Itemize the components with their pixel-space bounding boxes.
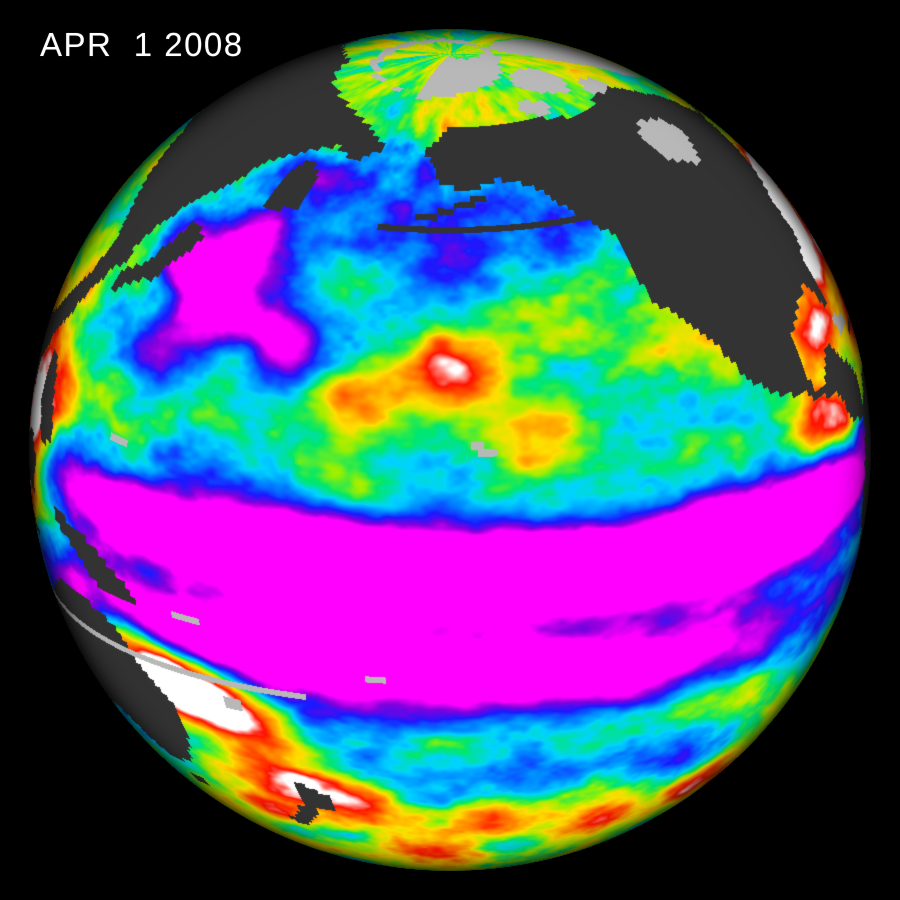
sea-surface-height-heatmap	[29, 29, 871, 871]
date-label: APR 1 2008	[40, 26, 244, 63]
globe-icon	[29, 29, 871, 871]
